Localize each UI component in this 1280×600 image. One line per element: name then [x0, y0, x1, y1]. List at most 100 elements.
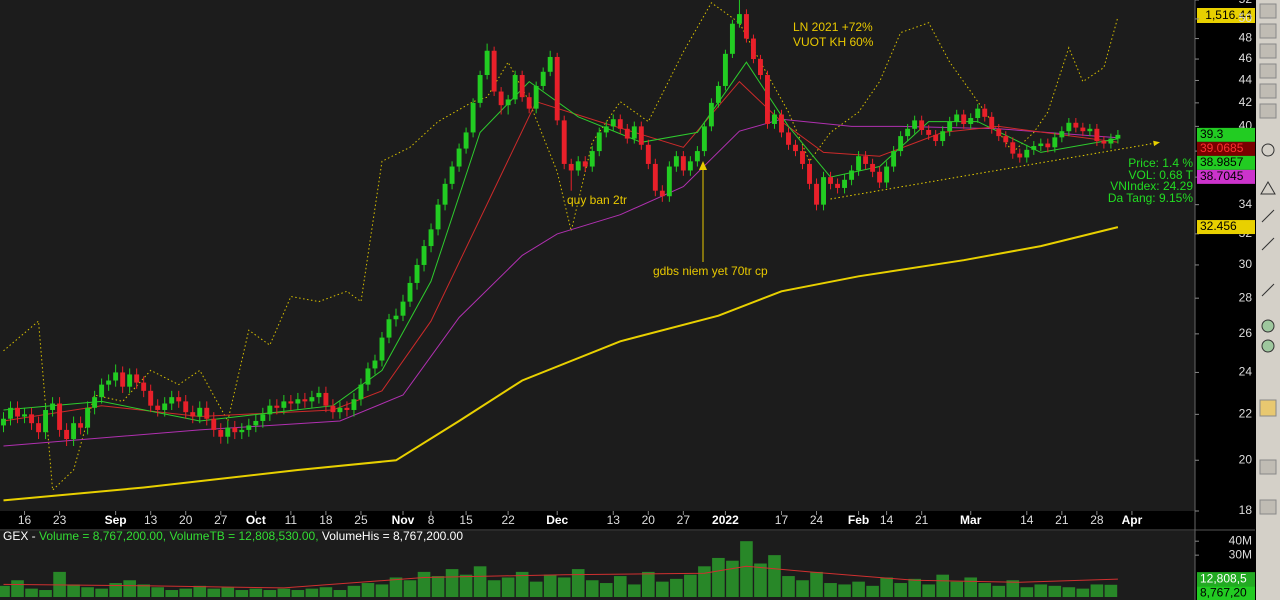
candle-body [407, 282, 413, 302]
candle-body [15, 407, 20, 417]
x-tick-label: 15 [459, 513, 473, 527]
candle-body [85, 407, 91, 428]
toolbar [1256, 0, 1280, 600]
candle-body [22, 414, 27, 417]
volume-title: GEX - Volume = 8,767,200.00, VolumeTB = … [3, 529, 463, 543]
candle-body [288, 401, 294, 404]
info-text: VNIndex: 24.29 [1110, 179, 1193, 193]
y-tick-label: 52 [1239, 0, 1253, 6]
volume-bar [768, 555, 781, 597]
annotation: VUOT KH 60% [793, 35, 874, 49]
volume-bar [319, 587, 333, 597]
candle-body [912, 120, 918, 129]
candle-body [358, 384, 364, 400]
tool-button[interactable] [1259, 23, 1277, 39]
candle-body [540, 71, 546, 86]
candle-body [330, 405, 336, 413]
y-tick-label: 26 [1239, 326, 1253, 340]
volume-bar [123, 580, 136, 597]
y-tick-label: 44 [1239, 73, 1253, 87]
price-badge-label: 38.9857 [1200, 155, 1244, 169]
y-tick-label: 24 [1239, 365, 1253, 379]
tool-button[interactable] [1261, 339, 1275, 353]
volume-badge [1197, 572, 1255, 587]
tool-button[interactable] [1261, 237, 1275, 251]
candle-body [183, 401, 189, 413]
candle-body [582, 161, 588, 167]
tool-button[interactable] [1259, 103, 1277, 119]
x-tick-label: 13 [144, 513, 158, 527]
tool-button[interactable] [1260, 181, 1276, 195]
candle-body [610, 119, 616, 127]
x-tick-label: 14 [880, 513, 894, 527]
x-tick-label: Feb [848, 513, 869, 527]
tool-button[interactable] [1259, 3, 1277, 19]
tool-button[interactable] [1261, 143, 1275, 157]
volume-bar [838, 584, 851, 597]
tool-button[interactable] [1259, 83, 1277, 99]
candle-body [1017, 153, 1023, 158]
candle-body [701, 126, 707, 152]
tool-button[interactable] [1259, 499, 1277, 515]
candle-body [1080, 127, 1086, 132]
x-tick-label: 24 [810, 513, 824, 527]
tool-button[interactable] [1259, 459, 1277, 475]
tool-button[interactable] [1261, 319, 1275, 333]
candle-body [92, 397, 98, 408]
candle-body [498, 91, 504, 106]
volume-bar [361, 583, 375, 597]
tool-button[interactable] [1259, 43, 1277, 59]
candle-body [722, 53, 728, 86]
candle-body [533, 85, 539, 109]
volume-layer [0, 541, 1118, 597]
candle-body [736, 14, 742, 24]
volume-bar [613, 576, 627, 597]
candle-body [372, 360, 378, 369]
candle-body [316, 392, 322, 398]
moving-average [3, 118, 1118, 447]
candle-body [1003, 136, 1009, 143]
candle-body [673, 156, 679, 167]
tool-button[interactable] [1261, 209, 1275, 223]
candle-body [898, 136, 904, 152]
volume-bar [1020, 587, 1034, 597]
candle-body [400, 301, 406, 316]
info-text: Da Tang: 9.15% [1108, 191, 1194, 205]
x-tick-label: 27 [677, 513, 691, 527]
candle-body [989, 116, 995, 129]
candle-body [1108, 138, 1114, 144]
candle-body [807, 163, 812, 184]
tool-button[interactable] [1259, 399, 1277, 417]
volume-bar [529, 581, 543, 597]
price-layer [1, 0, 1161, 502]
volume-bar [698, 566, 711, 597]
y-tick-label: 48 [1239, 31, 1253, 45]
volume-bar [249, 588, 263, 597]
candle-body [190, 412, 196, 417]
candle-body [211, 418, 217, 430]
tool-button[interactable] [1259, 63, 1277, 79]
candle-body [996, 128, 1002, 137]
candle-body [617, 119, 623, 129]
y-tick-label: 20 [1239, 452, 1253, 466]
volume-average [3, 565, 1118, 589]
x-tick-label: 18 [319, 513, 333, 527]
candle-body [204, 407, 210, 419]
volume-bar [1048, 585, 1062, 597]
candle-body [519, 75, 525, 98]
x-tick-label: 17 [775, 513, 789, 527]
x-tick-label: 16 [18, 513, 32, 527]
x-tick-label: 8 [428, 513, 435, 527]
tool-button[interactable] [1261, 283, 1275, 297]
volume-bar [403, 580, 417, 597]
volume-bar [712, 557, 725, 597]
candle-body [708, 102, 714, 127]
candle-body [113, 372, 119, 381]
candle-body [197, 407, 203, 417]
candle-body [64, 429, 70, 440]
candle-body [477, 75, 483, 103]
volume-badge-label: 8,767,20 [1200, 585, 1247, 599]
y-tick-label: 22 [1239, 407, 1253, 421]
volume-title-part: VolumeTB = 12,808,530.00, [169, 529, 321, 543]
volume-bar [571, 569, 585, 597]
